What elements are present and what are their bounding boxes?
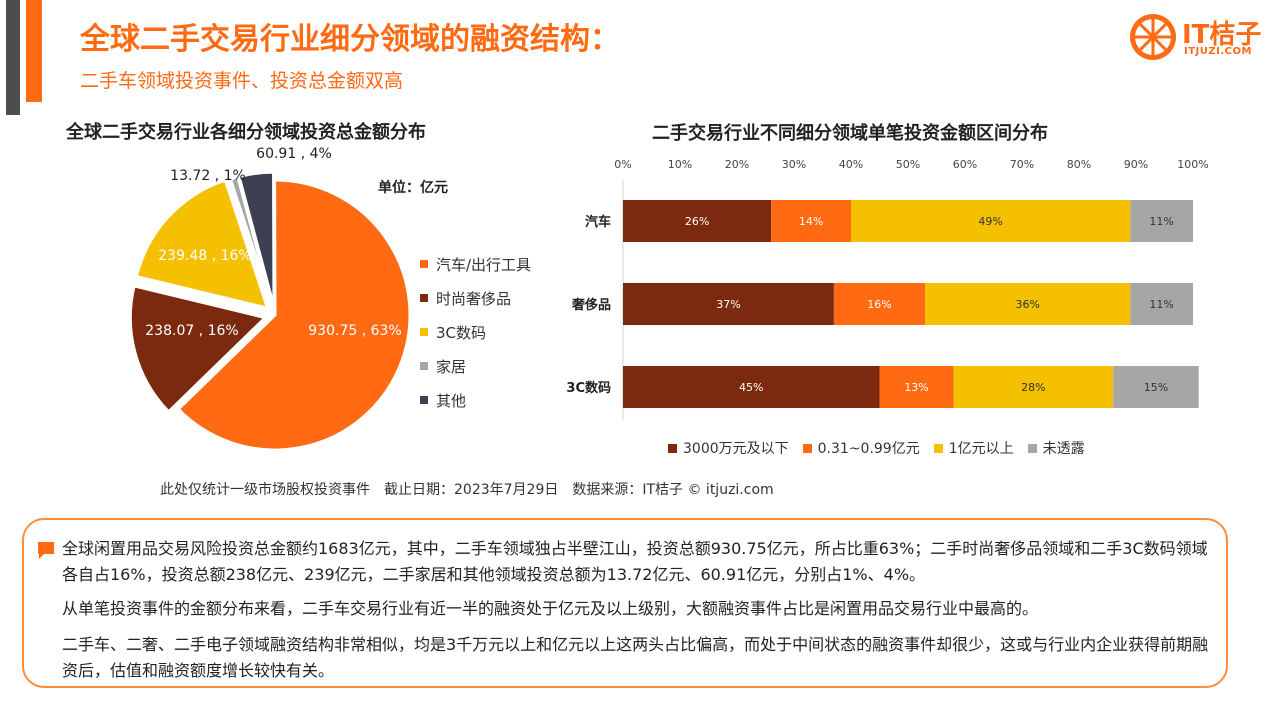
legend-label: 0.31~0.99亿元 xyxy=(817,441,920,457)
legend-swatch xyxy=(802,443,812,453)
pie-slice-2 xyxy=(134,178,270,311)
bar-segment xyxy=(623,200,772,242)
bar-chart-title: 二手交易行业不同细分领域单笔投资金额区间分布 xyxy=(652,123,1048,144)
bar-value-label: 14% xyxy=(799,215,823,228)
pie-legend-item: 时尚奢侈品 xyxy=(420,281,531,315)
bar-segment xyxy=(851,200,1131,242)
legend-swatch xyxy=(420,328,428,336)
bar-legend: 3000万元及以下 0.31~0.99亿元 1亿元以上 未透露 xyxy=(668,438,1099,458)
x-tick-label: 0% xyxy=(614,158,631,171)
pie-data-label-1: 238.07 , 16% xyxy=(145,323,238,339)
bar-legend-item: 1亿元以上 xyxy=(933,438,1014,458)
legend-label: 其他 xyxy=(436,391,467,410)
bar-value-label: 28% xyxy=(1021,381,1045,394)
x-tick-label: 90% xyxy=(1124,158,1148,171)
pie-data-label-2: 239.48 , 16% xyxy=(158,248,251,264)
summary-paragraph-1: 全球闲置用品交易风险投资总金额约1683亿元，其中，二手车领域独占半壁江山，投资… xyxy=(62,539,1208,584)
bar-value-label: 16% xyxy=(867,298,891,311)
bar-segment xyxy=(833,283,926,325)
x-tick-label: 60% xyxy=(953,158,977,171)
category-label: 奢侈品 xyxy=(571,297,611,313)
bar-value-label: 11% xyxy=(1149,298,1173,311)
x-tick-label: 100% xyxy=(1177,158,1208,171)
bar-legend-item: 未透露 xyxy=(1027,438,1085,458)
bar-value-label: 15% xyxy=(1144,381,1168,394)
x-tick-label: 30% xyxy=(782,158,806,171)
pie-legend-item: 其他 xyxy=(420,383,531,417)
bar-value-label: 37% xyxy=(716,298,740,311)
bar-segment xyxy=(925,283,1131,325)
decor-bar-orange xyxy=(26,0,42,102)
stacked-bar-chart: 0% 10% 20% 30% 40% 50% 60% 70% 80% 90% 100% 汽车 26% 14… xyxy=(566,158,1209,420)
logo-subtext: ITJUZI.COM xyxy=(1184,46,1252,57)
legend-swatch xyxy=(668,443,677,453)
bar-segment xyxy=(1130,283,1193,325)
bar-value-label: 49% xyxy=(978,215,1002,228)
summary-paragraph-3: 二手车、二奢、二手电子领域融资结构非常相似，均是3千万元以上和亿元以上这两头占比… xyxy=(62,635,1209,680)
bar-segment xyxy=(879,366,954,408)
pie-legend: 汽车/出行工具 时尚奢侈品 3C数码家居其他 xyxy=(420,247,531,417)
legend-label: 3000万元及以下 xyxy=(683,441,789,457)
pie-legend-item: 3C数码 xyxy=(420,315,531,349)
bar-segment xyxy=(953,366,1114,408)
legend-swatch xyxy=(420,362,428,370)
orange-slice-icon xyxy=(1130,14,1176,60)
page-title: 全球二手交易行业细分领域的融资结构： xyxy=(80,22,620,57)
legend-swatch xyxy=(1027,443,1037,453)
decor-bar-gray xyxy=(6,0,20,115)
legend-swatch xyxy=(933,443,943,453)
legend-label: 家居 xyxy=(436,357,467,376)
brand-logo: IT桔子 ITJUZI.COM xyxy=(1128,12,1268,64)
bar-segment xyxy=(623,283,834,325)
legend-label: 1亿元以上 xyxy=(948,441,1014,457)
pie-legend-item: 家居 xyxy=(420,349,531,383)
x-tick-label: 80% xyxy=(1067,158,1091,171)
legend-swatch xyxy=(420,260,428,268)
legend-label: 汽车/出行工具 xyxy=(436,255,532,274)
bar-segment xyxy=(1113,366,1199,408)
pie-data-label-4: 60.91 , 4% xyxy=(256,146,332,162)
pie-legend-item: 汽车/出行工具 xyxy=(420,247,531,281)
bar-segment xyxy=(771,200,851,242)
legend-label: 3C数码 xyxy=(436,323,487,342)
bar-legend-item: 0.31~0.99亿元 xyxy=(802,438,920,458)
footnote: 此处仅统计一级市场股权投资事件 截止日期：2023年7月29日 数据来源：IT桔… xyxy=(160,482,774,498)
legend-label: 未透露 xyxy=(1042,441,1085,457)
x-tick-label: 40% xyxy=(839,158,863,171)
page-subtitle: 二手车领域投资事件、投资总金额双高 xyxy=(80,70,404,92)
category-label: 汽车 xyxy=(585,214,611,230)
pie-chart-title: 全球二手交易行业各细分领域投资总金额分布 xyxy=(66,122,426,143)
pie-unit-label: 单位：亿元 xyxy=(378,180,448,196)
bar-value-label: 45% xyxy=(739,381,763,394)
x-tick-label: 70% xyxy=(1010,158,1034,171)
bar-segment xyxy=(1130,200,1193,242)
speech-bubble-icon xyxy=(38,542,54,559)
bar-value-label: 36% xyxy=(1015,298,1039,311)
summary-box xyxy=(22,518,1228,688)
legend-swatch xyxy=(420,396,428,404)
bar-value-label: 26% xyxy=(685,215,709,228)
pie-data-label-3: 13.72 , 1% xyxy=(170,168,246,184)
category-label: 3C数码 xyxy=(566,380,611,396)
bar-value-label: 11% xyxy=(1149,215,1173,228)
x-tick-label: 20% xyxy=(725,158,749,171)
x-tick-label: 50% xyxy=(896,158,920,171)
pie-slice-1 xyxy=(128,284,269,414)
legend-swatch xyxy=(420,294,428,302)
pie-chart: 930.75 , 63% 238.07 , 16% 239.48 , 16% 13.7… xyxy=(128,146,412,452)
pie-data-label-0: 930.75 , 63% xyxy=(308,323,401,339)
bar-segment xyxy=(623,366,880,408)
x-tick-label: 10% xyxy=(668,158,692,171)
pie-slice-4 xyxy=(237,170,276,308)
summary-paragraph-2: 从单笔投资事件的金额分布来看，二手车交易行业有近一半的融资处于亿元及以上级别，大… xyxy=(62,599,1039,618)
bar-value-label: 13% xyxy=(904,381,928,394)
pie-slice-0 xyxy=(176,178,412,452)
bar-legend-item: 3000万元及以下 xyxy=(668,438,789,458)
legend-label: 时尚奢侈品 xyxy=(436,289,512,308)
logo-text: IT桔子 xyxy=(1182,20,1262,50)
